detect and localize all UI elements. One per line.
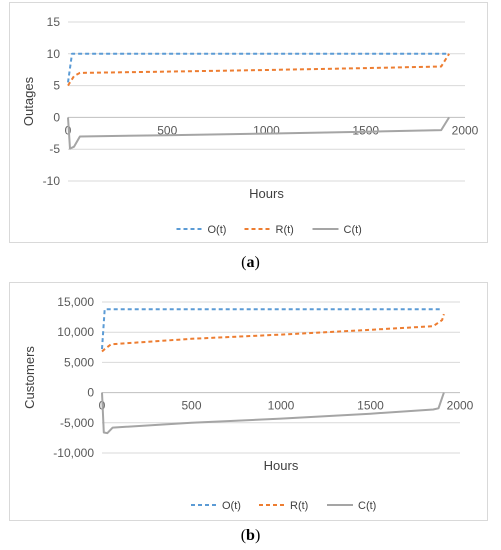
chart-panel-a: 15 10 5 0 -5 -10 0 500 1000 1500 2000 Hours Outages O… [9, 2, 488, 243]
y-axis-title-a: Outages [21, 76, 36, 126]
chart-panel-b: 15,000 10,000 5,000 0 -5,000 -10,000 0 500 1000 1… [9, 282, 488, 521]
legend-label-a-0: O(t) [208, 224, 227, 236]
y-tick-label-a-4: -5 [49, 142, 60, 156]
x-tick-label-b-4: 2000 [447, 399, 474, 413]
y-tick-label-b-1: 10,000 [57, 325, 94, 339]
legend-label-b-0: O(t) [222, 500, 241, 512]
x-tick-label-b-1: 500 [181, 399, 201, 413]
series-line-a-2 [67, 116, 450, 150]
y-tick-label-b-2: 5,000 [64, 355, 94, 369]
y-tick-label-b-5: -10,000 [53, 446, 94, 460]
x-tick-label-a-1: 500 [157, 123, 177, 137]
y-tick-label-a-2: 5 [53, 79, 60, 93]
y-tick-label-a-1: 10 [47, 47, 61, 61]
x-tick-label-a-4: 2000 [452, 123, 479, 137]
series-line-b-2 [101, 392, 445, 435]
y-tick-label-b-0: 15,000 [57, 295, 94, 309]
y-tick-label-a-5: -10 [43, 174, 61, 188]
x-axis-title-a: Hours [249, 186, 284, 201]
caption-a: (a) [241, 254, 260, 271]
legend-label-a-1: R(t) [276, 224, 294, 236]
y-axis-title-b: Customers [22, 346, 37, 409]
x-tick-label-a-3: 1500 [352, 123, 379, 137]
x-tick-label-a-2: 1000 [253, 123, 280, 137]
y-tick-label-b-3: 0 [87, 386, 94, 400]
series-line-a-0 [67, 52, 450, 83]
x-tick-label-b-2: 1000 [268, 399, 295, 413]
caption-b: (b) [240, 527, 261, 544]
y-tick-label-b-4: -5,000 [60, 416, 94, 430]
legend-label-a-2: C(t) [344, 224, 362, 236]
y-tick-label-a-0: 15 [47, 15, 61, 29]
y-tick-label-a-3: 0 [53, 110, 60, 124]
x-tick-label-b-3: 1500 [357, 399, 384, 413]
x-axis-title-b: Hours [264, 458, 299, 473]
legend-label-b-2: C(t) [358, 500, 376, 512]
series-line-b-1 [101, 313, 445, 353]
series-line-a-1 [67, 53, 450, 87]
series-line-b-0 [101, 308, 443, 350]
legend-label-b-1: R(t) [290, 500, 308, 512]
